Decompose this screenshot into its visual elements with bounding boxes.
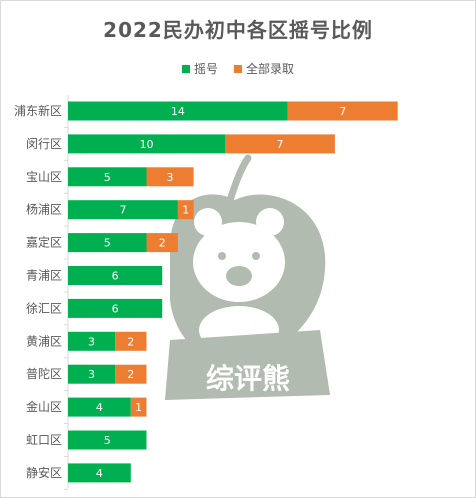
data-label-lottery: 6: [112, 302, 119, 315]
data-label-lottery: 10: [140, 138, 154, 151]
bar-lottery: [68, 200, 178, 220]
bar-admitted: [115, 364, 147, 384]
legend-swatch-lottery: [181, 64, 190, 73]
legend-item-admitted: 全部录取: [234, 60, 294, 77]
bar-lottery: [68, 430, 147, 450]
bar-admitted: [177, 200, 194, 220]
chart-title: 2022民办初中各区摇号比例: [103, 18, 373, 42]
legend-swatch-admitted: [234, 64, 242, 73]
y-tick-label: 虹口区: [26, 433, 62, 447]
bar-lottery: [68, 167, 147, 187]
chart-legend: 摇号 全部录取: [0, 60, 476, 77]
bar-lottery: [68, 266, 163, 285]
data-label-admitted: 2: [127, 335, 134, 348]
bar-lottery: [68, 463, 131, 483]
y-tick-label: 黄浦区: [26, 334, 62, 348]
data-label-lottery: 4: [96, 401, 103, 414]
legend-item-lottery: 摇号: [181, 60, 218, 77]
data-label-admitted: 2: [127, 368, 134, 381]
bar-admitted: [146, 233, 178, 253]
bar-lottery: [68, 298, 163, 318]
y-tick-label: 嘉定区: [26, 235, 62, 250]
data-label-admitted: 7: [276, 138, 283, 151]
data-label-lottery: 7: [119, 204, 126, 217]
y-tick-label: 静安区: [26, 465, 62, 480]
data-label-admitted: 7: [339, 105, 346, 118]
data-label-lottery: 14: [171, 105, 185, 118]
bar-admitted: [146, 167, 194, 187]
y-tick-label: 浦东新区: [14, 103, 62, 118]
y-tick-label: 金山区: [26, 399, 62, 414]
bar-lottery: [68, 134, 225, 154]
bar-lottery: [68, 101, 288, 121]
watermark-text: 综评熊: [206, 362, 290, 395]
watermark-logo: 综评熊: [165, 154, 330, 400]
data-label-lottery: 4: [96, 467, 103, 480]
y-tick-label: 宝山区: [26, 170, 62, 184]
y-tick-label: 徐汇区: [26, 300, 62, 315]
data-label-lottery: 5: [104, 434, 111, 447]
legend-label-admitted: 全部录取: [246, 62, 295, 76]
bar-lottery: [68, 397, 131, 417]
data-label-lottery: 6: [112, 270, 119, 283]
bar-admitted: [225, 134, 335, 154]
y-tick-label: 普陀区: [26, 366, 62, 381]
legend-label-lottery: 摇号: [193, 62, 218, 76]
data-label-lottery: 5: [104, 171, 111, 184]
y-tick-label: 青浦区: [26, 269, 62, 283]
y-tick-label: 杨浦区: [26, 202, 62, 217]
bar-lottery: [68, 364, 116, 384]
bar-lottery: [68, 233, 147, 253]
data-label-admitted: 3: [167, 171, 174, 184]
data-label-admitted: 1: [182, 204, 189, 217]
bar-admitted: [130, 397, 147, 417]
data-label-lottery: 5: [104, 237, 111, 250]
data-label-admitted: 2: [159, 237, 166, 250]
bar-admitted: [115, 331, 147, 351]
bar-admitted: [287, 101, 398, 121]
y-tick-label: 闵行区: [26, 136, 62, 151]
bar-lottery: [68, 331, 116, 351]
data-label-lottery: 3: [88, 335, 95, 348]
data-label-admitted: 1: [135, 401, 142, 414]
data-label-lottery: 3: [88, 368, 95, 381]
